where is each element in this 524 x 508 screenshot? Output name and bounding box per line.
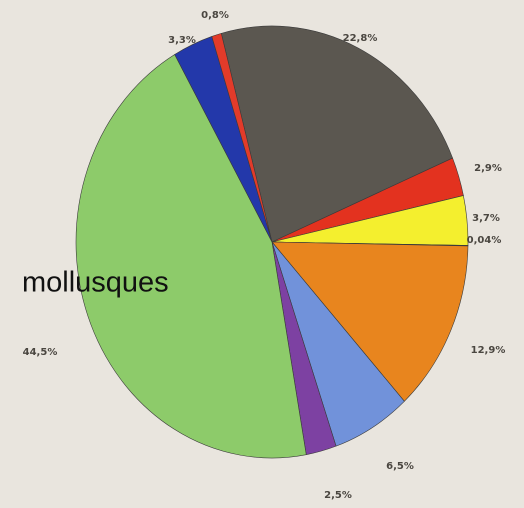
pie xyxy=(75,25,469,459)
pie-slice xyxy=(211,32,273,243)
data-label: 0,8% xyxy=(201,10,229,21)
data-label: 3,7% xyxy=(472,213,500,224)
data-label: 3,3% xyxy=(168,35,196,46)
data-label: 6,5% xyxy=(386,461,414,472)
data-label: 22,8% xyxy=(343,33,378,44)
pie-slice xyxy=(75,54,307,459)
data-label: 2,9% xyxy=(474,163,502,174)
data-label: 12,9% xyxy=(471,345,506,356)
labels: 22,8% 2,9% 3,7% 0,04% 12,9% 6,5% 2,5% 44,5% 3,3%… xyxy=(23,10,506,501)
pie-slice xyxy=(220,25,453,243)
annotation: mollusques xyxy=(22,267,169,299)
data-label: 2,5% xyxy=(324,490,352,501)
pie-slice xyxy=(271,241,469,402)
data-label: 0,04% xyxy=(467,235,502,246)
data-label: 44,5% xyxy=(23,347,58,358)
